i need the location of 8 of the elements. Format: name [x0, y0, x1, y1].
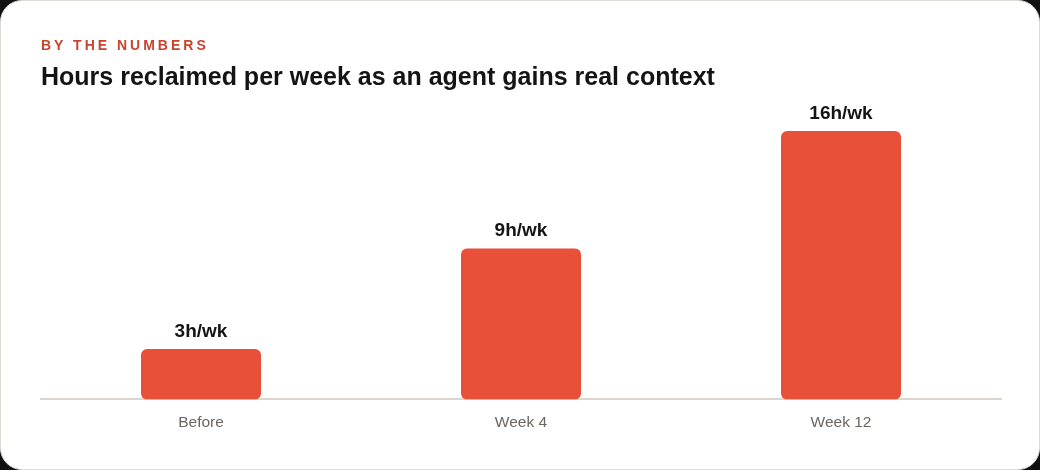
chart-title: Hours reclaimed per week as an agent gains real context — [41, 62, 715, 91]
x-tick-label: Before — [178, 412, 224, 430]
chart-subtitle: BY THE NUMBERS — [41, 37, 209, 53]
data-label: 3h/wk — [174, 319, 228, 341]
x-tick-label: Week 4 — [494, 412, 548, 430]
x-tick-label: Week 12 — [810, 412, 872, 430]
data-label: 9h/wk — [494, 219, 548, 241]
data-label: 16h/wk — [809, 101, 874, 123]
